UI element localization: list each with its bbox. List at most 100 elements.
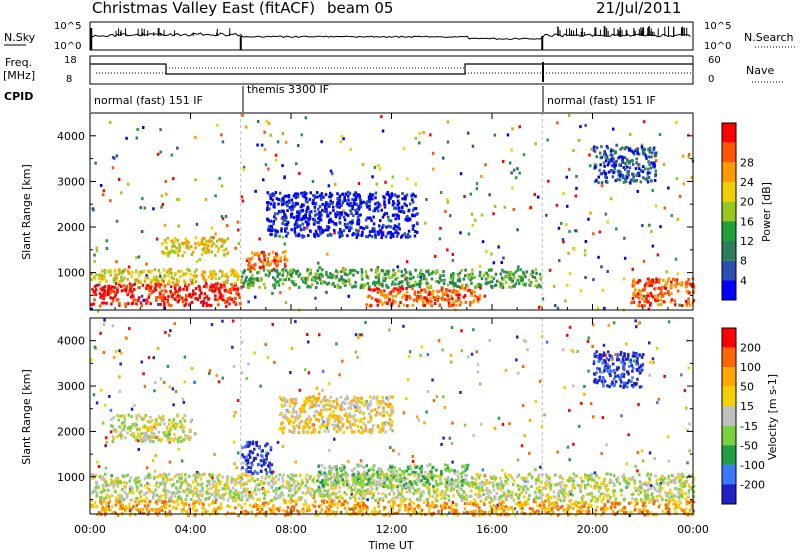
- heatmap-cell: [118, 498, 122, 502]
- heatmap-cell: [344, 224, 347, 228]
- heatmap-cell: [295, 214, 299, 218]
- heatmap-cell: [231, 345, 234, 349]
- heatmap-cell: [339, 140, 342, 144]
- heatmap-cell: [214, 253, 217, 257]
- heatmap-cell: [173, 284, 177, 288]
- heatmap-cell: [223, 483, 226, 487]
- heatmap-cell: [254, 253, 258, 256]
- heatmap-cell: [580, 484, 583, 487]
- heatmap-cell: [164, 179, 167, 183]
- heatmap-cell: [237, 496, 240, 500]
- heatmap-cell: [594, 165, 597, 169]
- heatmap-cell: [436, 487, 439, 491]
- heatmap-cell: [683, 484, 686, 488]
- heatmap-cell: [397, 282, 400, 286]
- heatmap-cell: [597, 181, 600, 185]
- heatmap-cell: [382, 276, 385, 280]
- heatmap-cell: [414, 207, 418, 210]
- heatmap-cell: [612, 157, 615, 161]
- heatmap-cell: [503, 270, 506, 274]
- heatmap-cell: [290, 347, 294, 351]
- heatmap-cell: [568, 229, 571, 233]
- heatmap-cell: [117, 272, 120, 276]
- heatmap-cell: [168, 271, 172, 275]
- heatmap-cell: [636, 451, 640, 455]
- power-ylabel: Slant Range [km]: [20, 164, 33, 260]
- heatmap-cell: [284, 268, 288, 272]
- heatmap-cell: [113, 356, 116, 359]
- heatmap-cell: [446, 283, 450, 287]
- heatmap-cell: [108, 284, 111, 288]
- heatmap-cell: [109, 482, 113, 486]
- heatmap-cell: [368, 294, 371, 298]
- heatmap-cell: [395, 195, 399, 199]
- heatmap-cell: [255, 492, 258, 496]
- heatmap-cell: [136, 128, 139, 131]
- heatmap-cell: [185, 494, 189, 498]
- heatmap-cell: [328, 219, 331, 222]
- heatmap-cell: [509, 495, 512, 499]
- heatmap-cell: [459, 231, 462, 235]
- heatmap-cell: [572, 479, 575, 483]
- heatmap-cell: [221, 475, 224, 479]
- heatmap-cell: [215, 485, 218, 489]
- heatmap-cell: [491, 499, 494, 502]
- heatmap-cell: [375, 182, 379, 186]
- heatmap-cell: [608, 481, 612, 484]
- heatmap-cell: [584, 475, 587, 479]
- heatmap-cell: [214, 284, 217, 288]
- heatmap-cell: [377, 287, 380, 291]
- heatmap-cell: [590, 472, 594, 476]
- heatmap-cell: [411, 227, 415, 231]
- heatmap-cell: [628, 166, 632, 170]
- heatmap-cell: [99, 274, 102, 278]
- heatmap-cell: [216, 490, 219, 493]
- heatmap-cell: [646, 180, 650, 184]
- heatmap-cell: [471, 476, 474, 480]
- heatmap-cell: [435, 269, 438, 273]
- heatmap-cell: [463, 274, 467, 278]
- heatmap-cell: [264, 513, 268, 517]
- heatmap-cell: [599, 482, 603, 486]
- heatmap-cell: [291, 281, 295, 285]
- heatmap-cell: [628, 514, 631, 517]
- heatmap-cell: [376, 201, 379, 205]
- heatmap-cell: [405, 298, 408, 301]
- heatmap-cell: [296, 202, 299, 206]
- heatmap-cell: [604, 152, 607, 156]
- heatmap-cell: [423, 288, 426, 292]
- heatmap-cell: [516, 335, 519, 339]
- heatmap-cell: [580, 496, 584, 500]
- heatmap-cell: [631, 162, 635, 166]
- heatmap-cell: [145, 466, 149, 470]
- heatmap-cell: [510, 493, 514, 497]
- heatmap-cell: [149, 302, 152, 306]
- heatmap-cell: [332, 205, 335, 209]
- heatmap-cell: [263, 148, 267, 151]
- heatmap-cell: [273, 261, 277, 265]
- heatmap-cell: [456, 284, 459, 288]
- heatmap-cell: [320, 140, 323, 144]
- heatmap-cell: [630, 478, 633, 481]
- heatmap-cell: [352, 273, 355, 277]
- colorbar-tick-label: 20: [740, 196, 754, 209]
- heatmap-cell: [308, 508, 312, 512]
- heatmap-cell: [202, 274, 205, 278]
- heatmap-cell: [360, 472, 364, 476]
- heatmap-cell: [603, 164, 606, 168]
- colorbar-tick-label: 12: [740, 235, 754, 248]
- heatmap-cell: [251, 477, 254, 481]
- heatmap-cell: [539, 305, 542, 308]
- heatmap-cell: [189, 488, 193, 492]
- heatmap-cell: [263, 481, 266, 485]
- heatmap-cell: [507, 473, 511, 477]
- heatmap-cell: [189, 490, 193, 494]
- heatmap-cell: [231, 286, 234, 290]
- heatmap-cell: [471, 482, 474, 486]
- heatmap-cell: [235, 477, 238, 481]
- heatmap-cell: [225, 481, 228, 485]
- heatmap-cell: [274, 153, 278, 157]
- heatmap-cell: [294, 220, 298, 224]
- heatmap-cell: [197, 474, 201, 478]
- heatmap-cell: [214, 294, 217, 298]
